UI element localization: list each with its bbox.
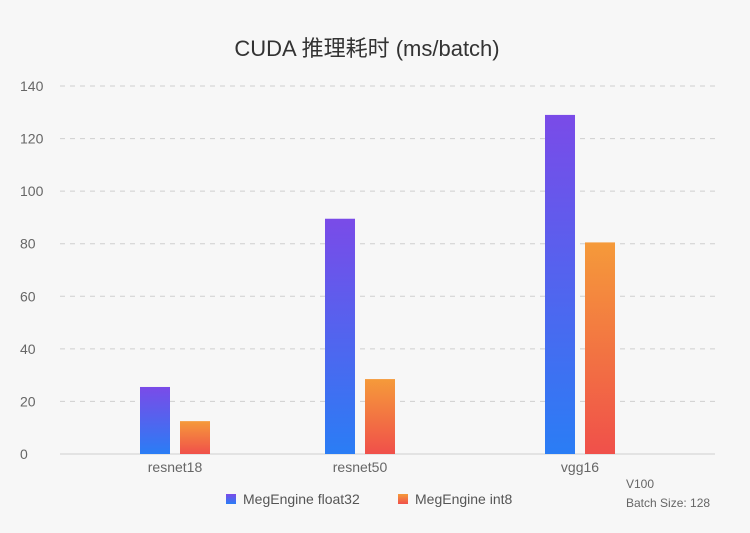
- y-tick-label: 0: [20, 446, 28, 462]
- bar-resnet50-int8: [365, 379, 395, 454]
- y-tick-label: 60: [20, 288, 36, 304]
- legend-swatch-int8: [398, 494, 408, 504]
- legend-swatch-float32: [226, 494, 236, 504]
- legend-label-int8: MegEngine int8: [415, 491, 513, 507]
- annotation-batch-size: Batch Size: 128: [626, 496, 710, 510]
- bar-resnet50-float32: [325, 218, 355, 454]
- bar-vgg16-int8: [585, 242, 615, 454]
- x-category-label: resnet50: [333, 459, 388, 475]
- x-category-label: resnet18: [148, 459, 203, 475]
- bar-resnet18-int8: [180, 421, 210, 454]
- y-tick-label: 20: [20, 393, 36, 409]
- annotation: V100 Batch Size: 128: [626, 477, 710, 510]
- y-axis-ticks: 0 20 40 60 80 100 120 140: [20, 78, 44, 462]
- annotation-gpu: V100: [626, 477, 654, 491]
- bars: [140, 114, 615, 455]
- x-axis-labels: resnet18 resnet50 vgg16: [148, 459, 600, 475]
- y-tick-label: 120: [20, 131, 44, 147]
- legend: MegEngine float32 MegEngine int8: [226, 491, 513, 507]
- y-tick-label: 80: [20, 236, 36, 252]
- chart-title: CUDA 推理耗时 (ms/batch): [234, 36, 499, 61]
- x-category-label: vgg16: [561, 459, 599, 475]
- legend-label-float32: MegEngine float32: [243, 491, 360, 507]
- bar-vgg16-float32: [545, 114, 575, 455]
- y-tick-label: 140: [20, 78, 44, 94]
- y-tick-label: 100: [20, 183, 44, 199]
- bar-resnet18-float32: [140, 386, 170, 454]
- y-tick-label: 40: [20, 341, 36, 357]
